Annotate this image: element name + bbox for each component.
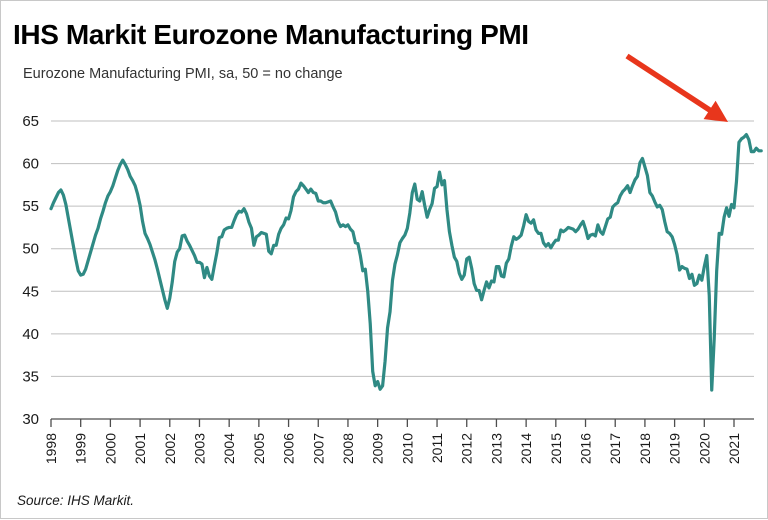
x-axis-tick-label: 1998 [43, 433, 59, 464]
axis-lines [50, 418, 754, 427]
x-axis-tick-label: 2014 [518, 433, 534, 464]
x-axis-tick-label: 2012 [459, 433, 475, 464]
y-axis-tick-label: 60 [22, 156, 39, 173]
page-title: IHS Markit Eurozone Manufacturing PMI [13, 19, 529, 50]
data-series-line [49, 133, 763, 392]
x-axis-tick-label: 2002 [162, 433, 178, 464]
x-axis-tick-label: 2003 [191, 433, 207, 464]
x-axis-tick-label: 2015 [548, 433, 564, 464]
x-axis-tick-label: 2020 [696, 433, 712, 464]
x-axis-tick-label: 2008 [340, 433, 356, 464]
x-axis-tick-label: 2005 [251, 433, 267, 464]
x-axis-tick-label: 2011 [429, 433, 445, 463]
annotation-arrow [625, 53, 728, 122]
y-axis-tick-label: 45 [22, 283, 39, 300]
x-axis-tick-label: 2009 [370, 433, 386, 464]
x-axis-tick-label: 2016 [578, 433, 594, 464]
x-axis-tick-label: 2013 [488, 433, 504, 464]
arrow-head [703, 100, 728, 122]
x-axis-tick-label: 2017 [607, 433, 623, 464]
y-axis-tick-label: 30 [22, 411, 39, 428]
y-axis-tick-label: 35 [22, 368, 39, 385]
y-axis-tick-label: 55 [22, 198, 39, 215]
x-axis-tick-label: 2000 [102, 433, 118, 464]
x-axis-tick-label: 1999 [73, 433, 89, 464]
x-axis-tick-label: 2010 [399, 433, 415, 464]
x-axis-tick-label: 2019 [667, 433, 683, 464]
x-axis-tick-label: 2021 [726, 433, 742, 464]
x-axis-tick-label: 2001 [132, 433, 148, 464]
gridlines [51, 120, 754, 377]
chart-subtitle: Eurozone Manufacturing PMI, sa, 50 = no … [23, 66, 343, 82]
source-note: Source: IHS Markit. [17, 493, 135, 508]
pmi-line-path [49, 133, 763, 392]
x-axis-tick-labels: 1998 1999 2000 2001 2002 2003 2004 2005 2006 2007… [43, 433, 742, 464]
y-axis-tick-labels: 30 35 40 45 50 55 60 65 [22, 113, 39, 428]
x-axis-tick-label: 2007 [310, 433, 326, 464]
x-axis-tick-label: 2004 [221, 433, 237, 464]
y-axis-tick-label: 65 [22, 113, 39, 130]
x-axis-tick-label: 2006 [281, 433, 297, 464]
y-axis-tick-label: 50 [22, 241, 39, 258]
arrow-shaft [625, 53, 713, 114]
x-axis-tick-label: 2018 [637, 433, 653, 464]
y-axis-tick-label: 40 [22, 326, 39, 343]
